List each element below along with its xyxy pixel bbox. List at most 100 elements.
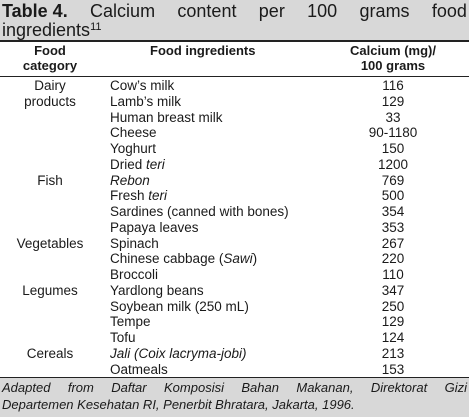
footnote-word: from bbox=[68, 380, 94, 396]
calcium-value-cell: 129 bbox=[318, 94, 468, 109]
top-rule bbox=[0, 40, 469, 42]
table-row: Oatmeals 153 bbox=[0, 362, 469, 377]
food-ingredient-cell: Dried teri bbox=[110, 157, 165, 172]
food-ingredient-cell: Tofu bbox=[110, 330, 136, 345]
table-row: Soybean milk (250 mL) 250 bbox=[0, 299, 469, 314]
caption-word: food bbox=[432, 0, 467, 22]
calcium-value-cell: 347 bbox=[318, 283, 468, 298]
food-ingredient-cell: Papaya leaves bbox=[110, 220, 199, 235]
food-ingredient-cell: Yardlong beans bbox=[110, 283, 204, 298]
food-category-cell: Fish bbox=[0, 173, 100, 188]
footnote-word: Direktorat bbox=[371, 380, 427, 396]
food-category-cell: Dairy bbox=[0, 78, 100, 93]
ingredient-text-it: Rebon bbox=[110, 173, 150, 188]
ingredient-text-pre: Yoghurt bbox=[110, 141, 156, 156]
caption-word: per bbox=[259, 0, 285, 22]
ingredient-text-pre: Fresh bbox=[110, 188, 148, 203]
footnote-line-1: Adapted from Daftar Komposisi Bahan Makanan, D… bbox=[2, 380, 467, 396]
footnote-word: Gizi bbox=[445, 380, 467, 396]
calcium-value-cell: 250 bbox=[318, 299, 468, 314]
calcium-value-cell: 124 bbox=[318, 330, 468, 345]
ingredient-text-pre: Sardines (canned with bones) bbox=[110, 204, 289, 219]
food-category-cell: Cereals bbox=[0, 346, 100, 361]
calcium-value-cell: 1200 bbox=[318, 157, 468, 172]
header-rule bbox=[0, 76, 469, 77]
calcium-value-cell: 500 bbox=[318, 188, 468, 203]
footnote-word: Daftar bbox=[111, 380, 146, 396]
food-ingredient-cell: Lamb’s milk bbox=[110, 94, 181, 109]
footnote-word: Adapted bbox=[2, 380, 50, 396]
table-row: Dairy Cow’s milk 116 bbox=[0, 78, 469, 93]
food-ingredient-cell: Spinach bbox=[110, 236, 159, 251]
calcium-value-cell: 354 bbox=[318, 204, 468, 219]
header-calcium: Calcium (mg)/ 100 grams bbox=[318, 43, 468, 73]
table-row: Cheese 90-1180 bbox=[0, 125, 469, 140]
calcium-value-cell: 116 bbox=[318, 78, 468, 93]
ingredient-text-it: teri bbox=[148, 188, 167, 203]
ingredient-text-pre: Cow’s milk bbox=[110, 78, 174, 93]
table-row: Fresh teri 500 bbox=[0, 188, 469, 203]
header-food-category: Food category bbox=[0, 43, 100, 73]
ingredient-text-pre: Chinese cabbage ( bbox=[110, 251, 223, 266]
food-ingredient-cell: Fresh teri bbox=[110, 188, 167, 203]
footnote-word: Komposisi bbox=[164, 380, 224, 396]
calcium-value-cell: 353 bbox=[318, 220, 468, 235]
table-row: Sardines (canned with bones) 354 bbox=[0, 204, 469, 219]
ingredient-text-pre: Lamb’s milk bbox=[110, 94, 181, 109]
ingredient-text-pre: Spinach bbox=[110, 236, 159, 251]
table-row: products Lamb’s milk 129 bbox=[0, 94, 469, 109]
food-ingredient-cell: Broccoli bbox=[110, 267, 158, 282]
caption-word: grams bbox=[360, 0, 410, 22]
ingredient-text-pre: Dried bbox=[110, 157, 146, 172]
table-row: Yoghurt 150 bbox=[0, 141, 469, 156]
ingredient-text-pre: Yardlong beans bbox=[110, 283, 204, 298]
food-ingredient-cell: Rebon bbox=[110, 173, 150, 188]
calcium-value-cell: 90-1180 bbox=[318, 125, 468, 140]
table-row: Vegetables Spinach 267 bbox=[0, 236, 469, 251]
ingredient-text-pre: Soybean milk (250 mL) bbox=[110, 299, 249, 314]
table-footnote: Adapted from Daftar Komposisi Bahan Makanan, D… bbox=[0, 378, 469, 417]
header-category-line2: category bbox=[0, 58, 100, 73]
food-ingredient-cell: Cheese bbox=[110, 125, 157, 140]
calcium-value-cell: 110 bbox=[318, 267, 468, 282]
header-food-ingredients: Food ingredients bbox=[110, 43, 330, 58]
ingredient-text-pre: Broccoli bbox=[110, 267, 158, 282]
ingredient-text-it: Jali (Coix lacryma-jobi) bbox=[110, 346, 247, 361]
header-category-line1: Food bbox=[0, 43, 100, 58]
ingredient-text-it: Sawi bbox=[223, 251, 252, 266]
header-ingredients-text: Food ingredients bbox=[150, 43, 330, 58]
food-category-cell: Vegetables bbox=[0, 236, 100, 251]
table-row: Tempe 129 bbox=[0, 314, 469, 329]
food-ingredient-cell: Jali (Coix lacryma-jobi) bbox=[110, 346, 247, 361]
calcium-value-cell: 213 bbox=[318, 346, 468, 361]
header-calcium-line1: Calcium (mg)/ bbox=[318, 43, 468, 58]
food-ingredient-cell: Tempe bbox=[110, 314, 151, 329]
ingredient-text-pre: Cheese bbox=[110, 125, 157, 140]
table-caption: Table 4. Calcium content per 100 grams food i… bbox=[0, 0, 469, 40]
table-row: Broccoli 110 bbox=[0, 267, 469, 282]
table-row: Human breast milk 33 bbox=[0, 110, 469, 125]
ingredient-text-pre: Tofu bbox=[110, 330, 136, 345]
ingredient-text-pre: Human breast milk bbox=[110, 110, 223, 125]
caption-word: 100 bbox=[307, 0, 337, 22]
calcium-value-cell: 769 bbox=[318, 173, 468, 188]
ingredient-text-pre: Oatmeals bbox=[110, 362, 168, 377]
ingredient-text-pre: Tempe bbox=[110, 314, 151, 329]
food-ingredient-cell: Chinese cabbage (Sawi) bbox=[110, 251, 257, 266]
calcium-value-cell: 153 bbox=[318, 362, 468, 377]
caption-text-2: ingredients bbox=[2, 20, 90, 40]
food-ingredient-cell: Cow’s milk bbox=[110, 78, 174, 93]
food-ingredient-cell: Human breast milk bbox=[110, 110, 223, 125]
calcium-value-cell: 220 bbox=[318, 251, 468, 266]
footnote-word: Bahan bbox=[241, 380, 279, 396]
table-row: Papaya leaves 353 bbox=[0, 220, 469, 235]
table-row: Tofu 124 bbox=[0, 330, 469, 345]
footnote-word: Makanan, bbox=[296, 380, 353, 396]
ingredient-text-it: teri bbox=[146, 157, 165, 172]
food-category-cell: products bbox=[0, 94, 100, 109]
table-row: Dried teri 1200 bbox=[0, 157, 469, 172]
table-row: Cereals Jali (Coix lacryma-jobi) 213 bbox=[0, 346, 469, 361]
calcium-value-cell: 150 bbox=[318, 141, 468, 156]
food-ingredient-cell: Yoghurt bbox=[110, 141, 156, 156]
